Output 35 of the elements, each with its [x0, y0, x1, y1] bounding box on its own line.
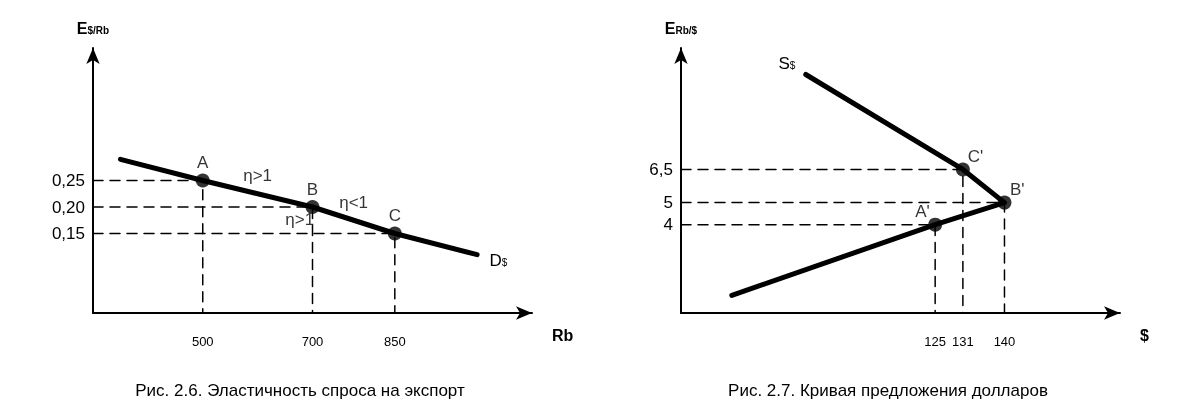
y-tick-label: 0,15: [51, 224, 85, 243]
text: Рис. 2.7. Кривая предложения долларов: [728, 381, 1048, 400]
x-axis-title: $: [1140, 326, 1149, 344]
y-tick-label: 5: [663, 193, 673, 213]
y-tick-label: 0,20: [51, 197, 85, 217]
x-axis-title: Rb: [552, 326, 574, 344]
annotation: B: [306, 179, 319, 199]
x-tick-label: 131: [952, 334, 974, 349]
annotation: η>1: [285, 210, 315, 230]
point: [955, 162, 970, 177]
x-tick-label: 125: [924, 334, 947, 349]
text: Рис. 2.6. Эластичность спроса на экспорт: [135, 381, 465, 400]
y-axis-title: ERb/$: [664, 19, 698, 37]
annotation: B': [1009, 180, 1025, 200]
annotation: η>1: [243, 166, 273, 186]
annotation: η<1: [339, 192, 369, 212]
x-tick-label: 850: [383, 334, 406, 349]
y-axis-title: E$/Rb: [76, 19, 110, 37]
point: [928, 217, 943, 232]
annotation: A': [915, 202, 930, 222]
x-tick-label: 140: [993, 334, 1016, 349]
point: [387, 226, 402, 241]
y-tick-label: 6,5: [649, 159, 673, 179]
annotation: C: [388, 206, 401, 225]
point: [195, 173, 210, 188]
y-tick-label: 4: [663, 215, 673, 235]
y-tick-label: 0,25: [51, 171, 85, 190]
x-tick-label: 500: [191, 334, 214, 349]
series-label: S$: [778, 53, 796, 73]
annotation: C': [967, 147, 984, 167]
series-label: D$: [489, 250, 508, 270]
x-tick-label: 700: [301, 334, 324, 349]
point: [305, 200, 320, 214]
point: [997, 195, 1012, 210]
annotation: A: [197, 153, 210, 172]
